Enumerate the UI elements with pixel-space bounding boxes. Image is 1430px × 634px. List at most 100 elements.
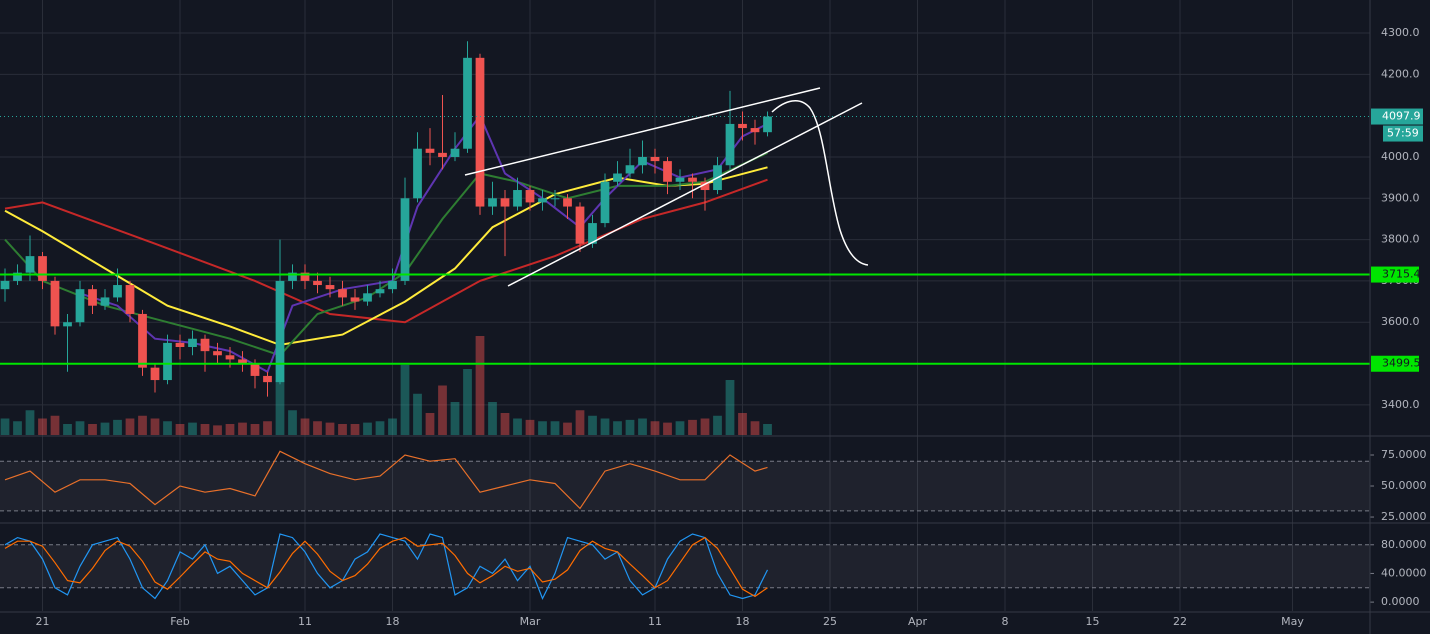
candle-body (613, 173, 622, 182)
volume-bar (500, 413, 510, 435)
band-fill (0, 544, 1370, 588)
y-tick-label: 0.0000 (1381, 595, 1420, 608)
volume-bar (688, 419, 697, 435)
volume-bar (575, 410, 585, 435)
candle-body (538, 198, 547, 203)
candle-body (563, 198, 572, 207)
volume-bar (13, 421, 22, 435)
volume-bar (488, 402, 497, 435)
y-tick-label: 40.0000 (1381, 566, 1427, 579)
candle-body (0, 280, 10, 290)
y-tick-label: 4300.0 (1381, 26, 1420, 39)
y-tick-label: 3600.0 (1381, 315, 1420, 328)
volume-bar (675, 421, 685, 435)
moving-average (4, 166, 768, 346)
drawings (464, 87, 869, 287)
volume-bar (350, 424, 360, 435)
candle-body (413, 148, 422, 199)
candle-body (763, 116, 772, 133)
candle-body (325, 285, 335, 290)
y-tick-label: 50.0000 (1381, 479, 1427, 492)
x-tick-label: 21 (36, 615, 50, 628)
panes (0, 0, 1374, 611)
candle-body (438, 152, 447, 157)
candle-body (513, 190, 522, 207)
candle-body (250, 363, 260, 376)
volume-bar (313, 421, 322, 435)
candle-body (175, 342, 185, 348)
volume-bar (475, 336, 485, 435)
volume-bar (700, 418, 710, 435)
candle-body (750, 128, 760, 133)
candle-body (225, 355, 235, 360)
volume-bar (275, 380, 285, 435)
volume-bar (713, 415, 722, 435)
indicator-line (4, 450, 768, 510)
x-tick-label: 22 (1173, 615, 1187, 628)
candle-body (638, 156, 647, 166)
volume-bar (113, 419, 122, 435)
x-tick-label: 15 (1086, 615, 1100, 628)
countdown-box (1383, 125, 1423, 142)
level-label: 3715.4 (1382, 268, 1421, 281)
volume-bar (425, 413, 435, 435)
volume-bar (400, 364, 410, 435)
candle-body (188, 338, 197, 348)
volume-bar (363, 422, 372, 435)
candle-body (338, 289, 347, 298)
volume-bar (25, 410, 35, 435)
volume-bar (763, 424, 772, 435)
x-tick-label: 25 (823, 615, 837, 628)
x-tick-label: 8 (1002, 615, 1009, 628)
candle-body (700, 181, 710, 191)
level-label-box (1371, 355, 1419, 372)
volume-bar (450, 402, 460, 435)
volume-bar (125, 418, 135, 435)
y-tick-label: 3900.0 (1381, 191, 1420, 204)
candle-body (263, 375, 272, 383)
candle-body (588, 223, 597, 244)
volume-bar (163, 421, 172, 435)
candle-body (525, 190, 535, 203)
volume-bar (63, 424, 72, 435)
volume-bar (663, 422, 672, 435)
x-tick-label: 18 (386, 615, 400, 628)
x-tick-label: 18 (736, 615, 750, 628)
volume-bar (550, 421, 560, 435)
candle-body (600, 181, 610, 224)
volume-bar (338, 424, 347, 435)
volume-bar (725, 380, 735, 435)
trendline-upper (464, 87, 821, 176)
candle-body (400, 198, 410, 281)
volume-bar (225, 424, 235, 435)
candle-body (463, 57, 472, 149)
candle-body (113, 285, 122, 298)
volume-bar (88, 424, 97, 435)
x-tick-label: 11 (648, 615, 662, 628)
projection-curve (771, 100, 869, 266)
volume-bar (588, 415, 597, 435)
candle-body (375, 289, 385, 294)
volume-bar (525, 419, 535, 435)
volume-bar (250, 424, 260, 435)
indicator-line (4, 533, 769, 600)
candle-body (425, 148, 435, 153)
volume-bar (513, 418, 522, 435)
candle-body (100, 297, 110, 306)
volume-bar (625, 419, 635, 435)
volume-bar (438, 385, 447, 435)
y-tick-label: 80.0000 (1381, 538, 1427, 551)
candle-body (300, 272, 310, 281)
y-tick-label: 3800.0 (1381, 233, 1420, 246)
last-price-box (1371, 108, 1423, 125)
candle-body (738, 123, 747, 129)
volume-bar (638, 418, 647, 435)
y-tick-label: 4000.0 (1381, 150, 1420, 163)
x-tick-label: Mar (520, 615, 541, 628)
candle-body (313, 280, 322, 286)
volume-bar (600, 418, 610, 435)
volume-bar (388, 418, 397, 435)
volume-bar (288, 410, 297, 435)
x-tick-label: 11 (298, 615, 312, 628)
